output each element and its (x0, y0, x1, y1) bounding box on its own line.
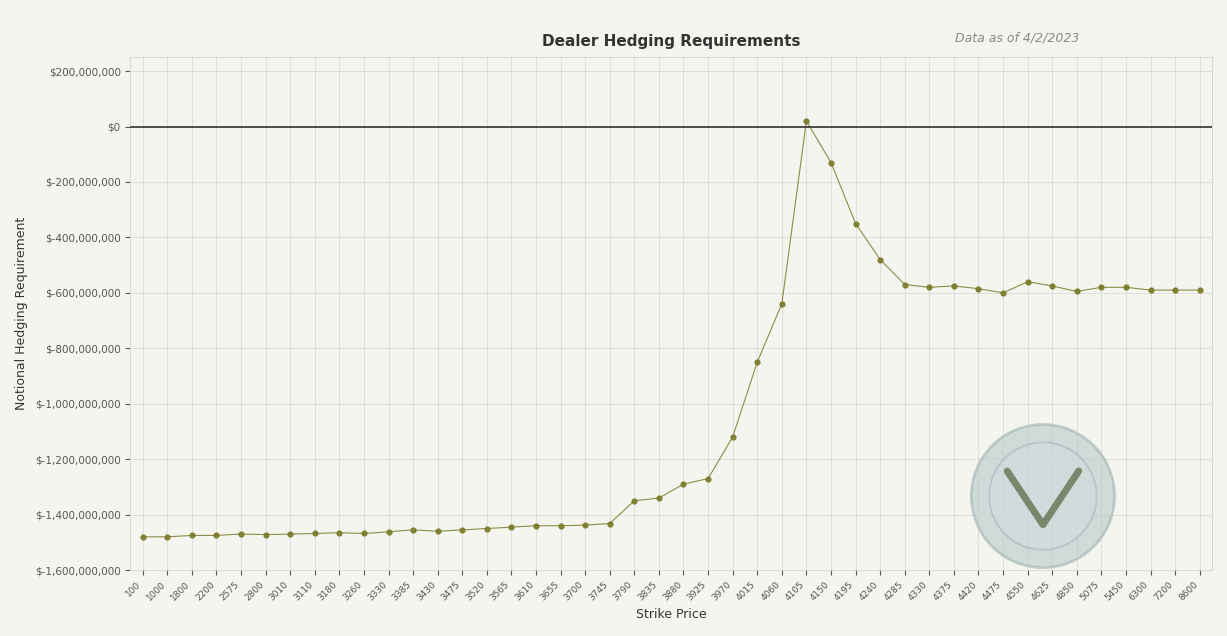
Point (206, 530, 226, 541)
Y-axis label: Notional Hedging Requirement: Notional Hedging Requirement (15, 217, 28, 410)
Point (870, 254, 890, 265)
Point (944, 281, 963, 291)
Point (1067, 286, 1087, 296)
Point (993, 287, 1012, 298)
Point (255, 530, 275, 540)
Point (157, 532, 177, 542)
Point (231, 529, 250, 539)
Text: Data as of 4/2/2023: Data as of 4/2/2023 (956, 32, 1080, 45)
Point (551, 521, 571, 531)
Point (477, 523, 497, 534)
Point (404, 525, 423, 535)
Point (845, 218, 865, 228)
Point (1141, 285, 1161, 295)
Point (600, 518, 620, 529)
Point (821, 158, 840, 168)
Point (1117, 282, 1136, 293)
Point (968, 284, 988, 294)
Circle shape (989, 443, 1097, 550)
Point (182, 530, 201, 541)
Point (330, 528, 350, 538)
Point (649, 493, 669, 503)
Point (723, 432, 742, 442)
Point (674, 479, 693, 489)
Point (526, 521, 546, 531)
Title: Dealer Hedging Requirements: Dealer Hedging Requirements (542, 34, 800, 49)
Point (502, 522, 521, 532)
X-axis label: Strike Price: Strike Price (636, 608, 707, 621)
Circle shape (972, 424, 1114, 568)
Point (625, 495, 644, 506)
Point (379, 527, 399, 537)
Point (919, 282, 939, 293)
Point (1018, 277, 1038, 287)
Point (575, 520, 595, 530)
Point (698, 474, 718, 484)
Point (1092, 282, 1112, 293)
Point (747, 357, 767, 367)
Point (355, 529, 374, 539)
Point (772, 299, 791, 309)
Point (1190, 285, 1210, 295)
Point (894, 279, 914, 289)
Point (306, 529, 325, 539)
Point (1043, 281, 1063, 291)
Point (133, 532, 152, 542)
Point (428, 526, 448, 536)
Point (1166, 285, 1185, 295)
Point (796, 116, 816, 126)
Point (281, 529, 301, 539)
Point (453, 525, 472, 535)
